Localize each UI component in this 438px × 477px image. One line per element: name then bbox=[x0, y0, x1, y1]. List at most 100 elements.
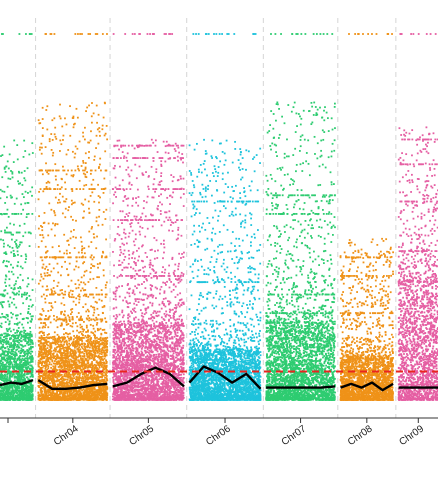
data-point bbox=[82, 287, 84, 289]
data-point bbox=[93, 318, 95, 320]
data-point bbox=[20, 203, 22, 205]
data-point bbox=[50, 322, 52, 324]
data-point bbox=[70, 376, 72, 378]
data-point bbox=[26, 362, 28, 364]
data-point bbox=[7, 346, 9, 348]
data-point bbox=[66, 154, 68, 156]
data-point bbox=[69, 380, 71, 382]
data-point bbox=[97, 328, 99, 330]
data-point bbox=[81, 276, 83, 278]
data-point bbox=[105, 133, 107, 135]
data-point bbox=[18, 171, 20, 173]
data-point bbox=[6, 227, 8, 229]
data-point bbox=[24, 390, 26, 392]
data-point bbox=[20, 337, 22, 339]
data-point bbox=[20, 255, 22, 257]
data-point bbox=[68, 358, 70, 360]
data-point bbox=[45, 146, 47, 148]
data-point bbox=[98, 216, 100, 218]
data-point bbox=[30, 388, 32, 390]
data-point bbox=[57, 351, 59, 353]
data-point bbox=[83, 353, 85, 355]
data-point bbox=[43, 278, 45, 280]
data-point bbox=[26, 213, 28, 215]
data-point bbox=[0, 354, 2, 356]
data-point bbox=[54, 380, 56, 382]
data-point bbox=[84, 127, 86, 129]
data-point bbox=[9, 351, 11, 353]
data-point bbox=[46, 105, 48, 107]
data-point bbox=[9, 393, 11, 395]
data-point bbox=[32, 315, 34, 317]
data-point bbox=[32, 367, 34, 369]
data-point bbox=[59, 363, 61, 365]
series-partial bbox=[0, 33, 34, 401]
data-point bbox=[63, 347, 65, 349]
data-point bbox=[103, 350, 105, 352]
data-point bbox=[72, 219, 74, 221]
data-point bbox=[61, 381, 63, 383]
data-point bbox=[41, 390, 43, 392]
data-point bbox=[2, 393, 4, 395]
data-point bbox=[51, 356, 53, 358]
data-point bbox=[44, 298, 46, 300]
data-point bbox=[101, 342, 103, 344]
data-point bbox=[19, 387, 21, 389]
data-point bbox=[91, 361, 93, 363]
data-point bbox=[31, 356, 33, 358]
data-point bbox=[91, 115, 93, 117]
data-point bbox=[11, 358, 13, 360]
data-point bbox=[62, 212, 64, 214]
data-point bbox=[96, 276, 98, 278]
data-point bbox=[88, 33, 90, 35]
data-point bbox=[100, 339, 102, 341]
data-point bbox=[92, 325, 94, 327]
data-point bbox=[69, 105, 71, 107]
data-point bbox=[106, 397, 108, 399]
data-point bbox=[88, 142, 90, 144]
data-point bbox=[8, 356, 10, 358]
data-point bbox=[61, 289, 63, 291]
data-point bbox=[0, 294, 2, 296]
data-point bbox=[31, 186, 33, 188]
data-point bbox=[74, 170, 76, 172]
data-point bbox=[84, 283, 86, 285]
data-point bbox=[44, 322, 46, 324]
data-point bbox=[103, 275, 105, 277]
data-point bbox=[6, 376, 8, 378]
data-point bbox=[12, 340, 14, 342]
data-point bbox=[73, 269, 75, 271]
data-point bbox=[54, 127, 56, 129]
data-point bbox=[26, 286, 28, 288]
data-point bbox=[94, 396, 96, 398]
data-point bbox=[19, 232, 21, 234]
data-point bbox=[40, 256, 42, 258]
data-point bbox=[67, 336, 69, 338]
data-point bbox=[69, 256, 71, 258]
data-point bbox=[50, 309, 52, 311]
data-point bbox=[10, 342, 12, 344]
data-point bbox=[88, 246, 90, 248]
data-point bbox=[52, 365, 54, 367]
data-point bbox=[60, 350, 62, 352]
data-point bbox=[67, 149, 69, 151]
data-point bbox=[5, 340, 7, 342]
data-point bbox=[80, 290, 82, 292]
data-point bbox=[63, 304, 65, 306]
data-point bbox=[106, 371, 108, 373]
data-point bbox=[29, 245, 31, 247]
data-point bbox=[13, 353, 15, 355]
data-point bbox=[55, 175, 57, 177]
data-point bbox=[75, 304, 77, 306]
data-point bbox=[8, 395, 10, 397]
data-point bbox=[12, 392, 14, 394]
data-point bbox=[103, 188, 105, 190]
data-point bbox=[46, 275, 48, 277]
data-point bbox=[73, 352, 75, 354]
data-point bbox=[13, 250, 15, 252]
data-point bbox=[18, 351, 20, 353]
data-point bbox=[46, 186, 48, 188]
data-point bbox=[73, 335, 75, 337]
data-point bbox=[38, 215, 40, 217]
data-point bbox=[40, 313, 42, 315]
